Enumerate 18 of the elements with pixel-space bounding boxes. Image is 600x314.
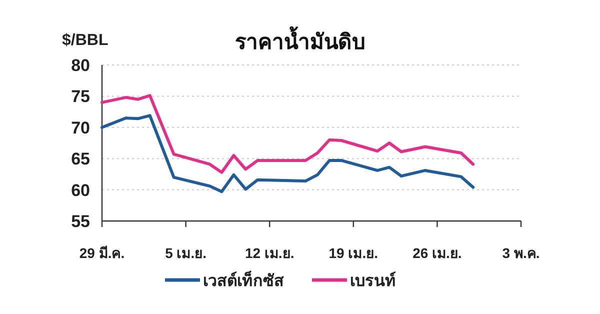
chart-title: ราคาน้ำมันดิบ: [235, 26, 365, 54]
y-tick-label: 80: [71, 56, 90, 75]
y-tick-label: 65: [71, 150, 90, 169]
y-tick-label: 70: [71, 118, 90, 138]
y-tick-label: 75: [71, 87, 90, 106]
y-tick-label: 55: [71, 212, 90, 231]
x-tick-label: 29 มี.ค.: [79, 245, 125, 261]
line-series: [100, 94, 475, 174]
x-tick-label: 26 เม.ย.: [412, 245, 462, 261]
x-tick-label: 3 พ.ค.: [502, 245, 540, 261]
legend-label: เบรนท์: [350, 271, 396, 290]
y-axis-title: $/BBL: [62, 32, 108, 49]
x-tick-label: 19 เม.ย.: [328, 245, 378, 261]
legend-label: เวสต์เท็กซัส: [203, 269, 284, 290]
x-tick-label: 5 เม.ย.: [165, 245, 207, 261]
x-tick-label: 12 เม.ย.: [244, 245, 294, 261]
y-tick-label: 60: [71, 180, 90, 200]
line-series: [100, 114, 475, 194]
